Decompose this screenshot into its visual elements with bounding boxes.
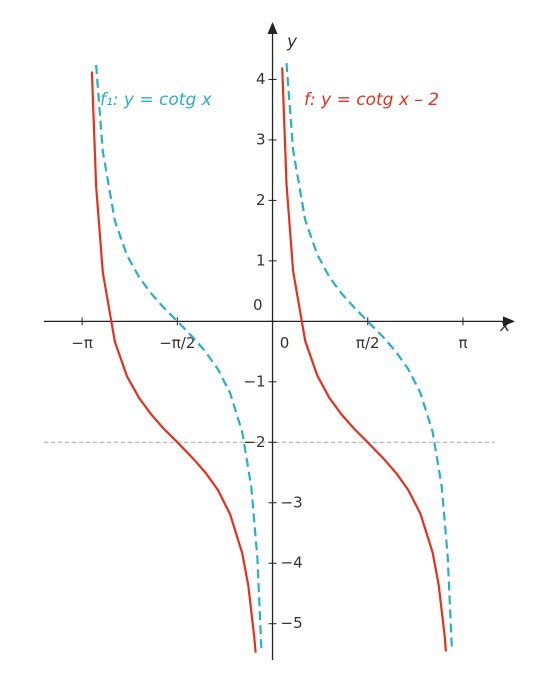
y-tick-label: 1 — [256, 251, 266, 269]
x-tick-label: π — [458, 334, 467, 352]
legend-f1: f₁: y = cotg x — [100, 90, 213, 110]
y-tick-label: 2 — [256, 191, 266, 209]
x-tick-label: −π — [71, 334, 93, 352]
y-tick-label: −3 — [281, 493, 303, 511]
y-tick-label: −4 — [281, 554, 303, 572]
x-arrow — [503, 316, 515, 327]
function-curve — [95, 63, 454, 654]
y-tick-label: 3 — [256, 130, 266, 148]
function-curve — [90, 67, 447, 653]
legend-f: f: y = cotg x – 2 — [304, 90, 439, 110]
y-tick-label: −1 — [243, 372, 265, 390]
x-tick-label: −π/2 — [159, 334, 195, 352]
y-axis-label: y — [286, 32, 298, 52]
y-tick-label: 4 — [256, 70, 266, 88]
y-tick-label: −2 — [243, 433, 265, 451]
y-tick-label: 0 — [253, 296, 263, 314]
x-tick-label: π/2 — [356, 334, 380, 352]
x-tick-label: 0 — [280, 334, 290, 352]
y-tick-label: −5 — [281, 614, 303, 632]
y-arrow — [267, 22, 278, 34]
